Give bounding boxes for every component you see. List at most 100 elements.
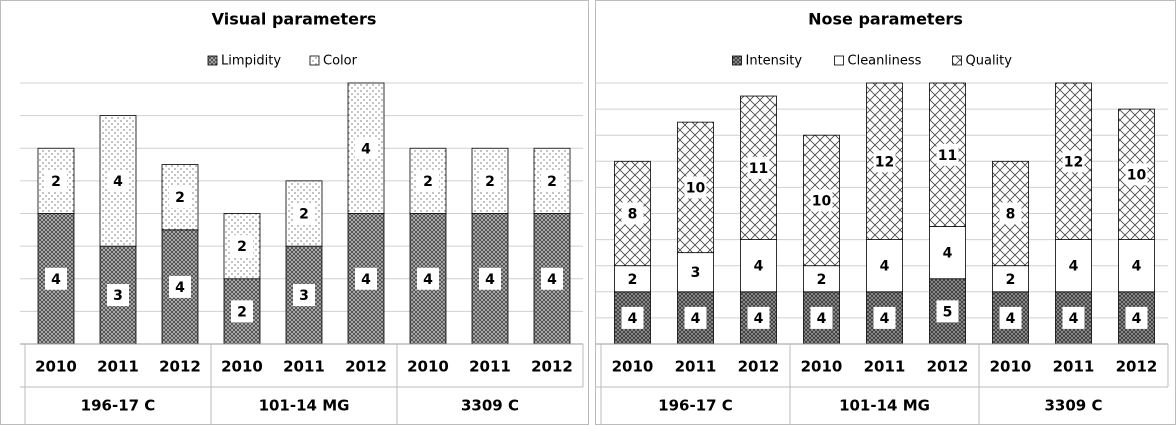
data-label: 12 bbox=[1064, 154, 1083, 170]
x-tick-label: 2012 bbox=[738, 358, 780, 376]
data-label-box bbox=[810, 267, 833, 290]
data-label: 4 bbox=[51, 272, 61, 288]
x-tick-label: 2010 bbox=[990, 358, 1032, 376]
data-label-box bbox=[479, 267, 501, 290]
data-label-box bbox=[873, 150, 896, 173]
data-label: 2 bbox=[485, 174, 495, 190]
legend-swatch bbox=[207, 55, 218, 66]
data-label-box bbox=[541, 169, 563, 192]
x-tick-label: 2010 bbox=[221, 358, 263, 376]
x-tick-label: 2011 bbox=[864, 358, 906, 376]
data-label-box bbox=[417, 267, 439, 290]
data-label: 4 bbox=[754, 311, 764, 327]
x-tick-label: 2010 bbox=[35, 358, 77, 376]
data-label-box bbox=[293, 284, 315, 307]
x-tick-label: 2010 bbox=[801, 358, 843, 376]
data-label: 2 bbox=[817, 272, 827, 288]
data-label-box bbox=[936, 300, 959, 323]
data-label-box bbox=[621, 306, 644, 329]
data-label-box bbox=[1062, 254, 1085, 277]
data-label: 10 bbox=[686, 180, 706, 196]
x-tick-label: 2012 bbox=[345, 358, 387, 376]
chart-title: Visual parameters bbox=[212, 10, 377, 29]
data-label: 2 bbox=[237, 239, 247, 255]
x-tick-label: 2011 bbox=[1053, 358, 1095, 376]
chart-title: Nose parameters bbox=[808, 10, 963, 29]
data-label: 2 bbox=[547, 174, 557, 190]
data-label-box bbox=[107, 284, 129, 307]
data-label-box bbox=[45, 169, 67, 192]
data-label-box bbox=[621, 202, 644, 225]
data-label: 5 bbox=[943, 304, 953, 320]
data-label: 2 bbox=[299, 207, 309, 223]
data-label-box bbox=[684, 176, 707, 199]
data-label: 4 bbox=[754, 259, 764, 275]
data-label-box bbox=[231, 300, 253, 323]
data-label: 2 bbox=[628, 272, 638, 288]
group-label: 3309 C bbox=[461, 397, 519, 415]
data-label-box bbox=[747, 306, 770, 329]
data-label-box bbox=[1062, 150, 1085, 173]
data-label-box bbox=[873, 254, 896, 277]
x-tick-label: 2010 bbox=[407, 358, 449, 376]
x-tick-label: 2012 bbox=[531, 358, 573, 376]
data-label: 10 bbox=[1127, 167, 1147, 183]
data-label-box bbox=[684, 306, 707, 329]
x-tick-label: 2011 bbox=[469, 358, 511, 376]
data-label: 3 bbox=[113, 288, 123, 304]
data-label: 4 bbox=[485, 272, 495, 288]
x-tick-label: 2011 bbox=[97, 358, 139, 376]
data-label: 4 bbox=[1069, 311, 1079, 327]
data-label: 4 bbox=[1132, 259, 1142, 275]
legend-label: Intensity bbox=[746, 54, 803, 69]
data-label: 4 bbox=[1069, 259, 1079, 275]
data-label: 2 bbox=[237, 304, 247, 320]
data-label: 8 bbox=[1006, 207, 1016, 223]
data-label-box bbox=[417, 169, 439, 192]
legend-label: Quality bbox=[966, 54, 1013, 69]
data-label: 4 bbox=[113, 174, 123, 190]
group-label: 196-17 C bbox=[658, 397, 733, 415]
data-label-box bbox=[1062, 306, 1085, 329]
data-label: 4 bbox=[943, 246, 953, 262]
data-label-box bbox=[355, 267, 377, 290]
data-label: 11 bbox=[938, 148, 957, 164]
legend-swatch bbox=[952, 55, 962, 66]
data-label-box bbox=[747, 254, 770, 277]
data-label: 4 bbox=[361, 141, 371, 157]
data-label: 10 bbox=[812, 193, 832, 209]
data-label: 2 bbox=[423, 174, 433, 190]
data-label-box bbox=[999, 267, 1022, 290]
data-label-box bbox=[873, 306, 896, 329]
data-label-box bbox=[999, 202, 1022, 225]
data-label-box bbox=[810, 306, 833, 329]
data-label: 4 bbox=[423, 272, 433, 288]
data-label: 3 bbox=[691, 265, 701, 281]
data-label-box bbox=[621, 267, 644, 290]
data-label-box bbox=[999, 306, 1022, 329]
data-label: 4 bbox=[628, 311, 638, 327]
data-label: 4 bbox=[817, 311, 827, 327]
x-tick-label: 2010 bbox=[612, 358, 654, 376]
data-label: 12 bbox=[875, 154, 894, 170]
data-label: 2 bbox=[175, 190, 185, 206]
group-label: 196-17 C bbox=[81, 397, 156, 415]
data-label-box bbox=[747, 156, 770, 179]
data-label-box bbox=[936, 143, 959, 166]
data-label-box bbox=[1125, 306, 1148, 329]
group-label: 3309 C bbox=[1045, 397, 1103, 415]
legend-swatch bbox=[834, 55, 844, 66]
data-label: 2 bbox=[1006, 272, 1016, 288]
data-label-box bbox=[107, 169, 129, 192]
data-label: 8 bbox=[628, 207, 638, 223]
bar-segment bbox=[37, 147, 75, 214]
data-label: 4 bbox=[547, 272, 557, 288]
data-label-box bbox=[169, 275, 191, 298]
x-tick-label: 2011 bbox=[283, 358, 325, 376]
x-tick-label: 2012 bbox=[1116, 358, 1158, 376]
x-tick-label: 2011 bbox=[675, 358, 717, 376]
data-label-box bbox=[231, 235, 253, 258]
group-label: 101-14 MG bbox=[259, 397, 350, 415]
x-tick-label: 2012 bbox=[927, 358, 969, 376]
